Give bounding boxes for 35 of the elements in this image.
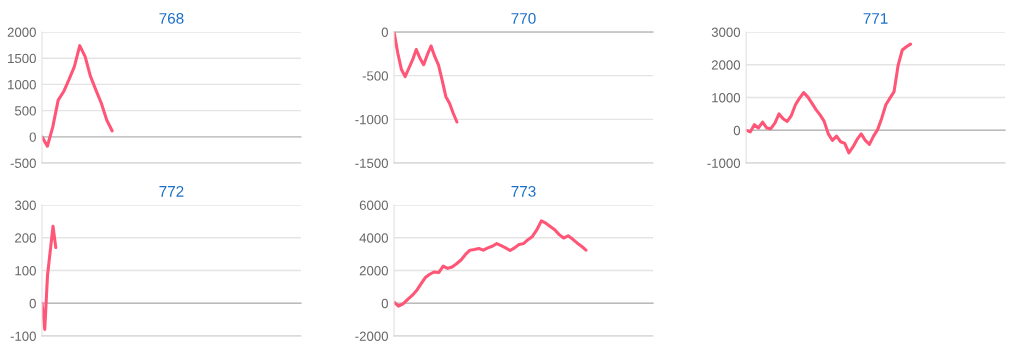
- y-tick-label: 0: [381, 298, 388, 309]
- line-series: [394, 32, 459, 124]
- line-series: [42, 44, 114, 148]
- y-tick-label: 1500: [8, 53, 36, 64]
- y-tick-label: 0: [29, 298, 36, 309]
- y-tick-label: 0: [733, 125, 741, 136]
- y-tick-label: 2000: [359, 266, 388, 276]
- y-tick-label: 2000: [711, 60, 741, 70]
- y-tick-label: -1000: [355, 114, 388, 125]
- y-tick-label: -1500: [355, 158, 388, 168]
- y-tick-label: 100: [15, 266, 36, 276]
- y-tick-label: 4000: [359, 233, 388, 243]
- chart-title: 768: [159, 13, 184, 24]
- y-tick-label: -500: [362, 71, 388, 81]
- chart-title: 772: [159, 185, 184, 197]
- y-tick-label: 6000: [359, 200, 388, 210]
- y-tick-label: 1000: [8, 79, 36, 90]
- y-tick-label: -1000: [707, 158, 741, 168]
- y-tick-label: 1000: [712, 93, 741, 103]
- y-tick-label: -500: [10, 158, 36, 168]
- y-tick-label: 0: [29, 132, 36, 142]
- chart-title: 771: [863, 13, 888, 24]
- y-tick-label: 500: [14, 106, 36, 116]
- y-tick-label: 200: [15, 233, 36, 243]
- line-series: [394, 219, 588, 308]
- chart-title: 770: [511, 13, 536, 24]
- y-tick-label: -2000: [355, 331, 388, 341]
- y-tick-label: 300: [14, 200, 36, 210]
- line-series: [42, 224, 58, 331]
- chart-title: 773: [511, 185, 536, 197]
- y-tick-label: 3000: [711, 27, 741, 37]
- y-tick-label: 0: [381, 27, 388, 37]
- y-tick-label: 2000: [7, 27, 36, 37]
- y-tick-label: -100: [10, 331, 36, 341]
- line-series: [746, 42, 913, 155]
